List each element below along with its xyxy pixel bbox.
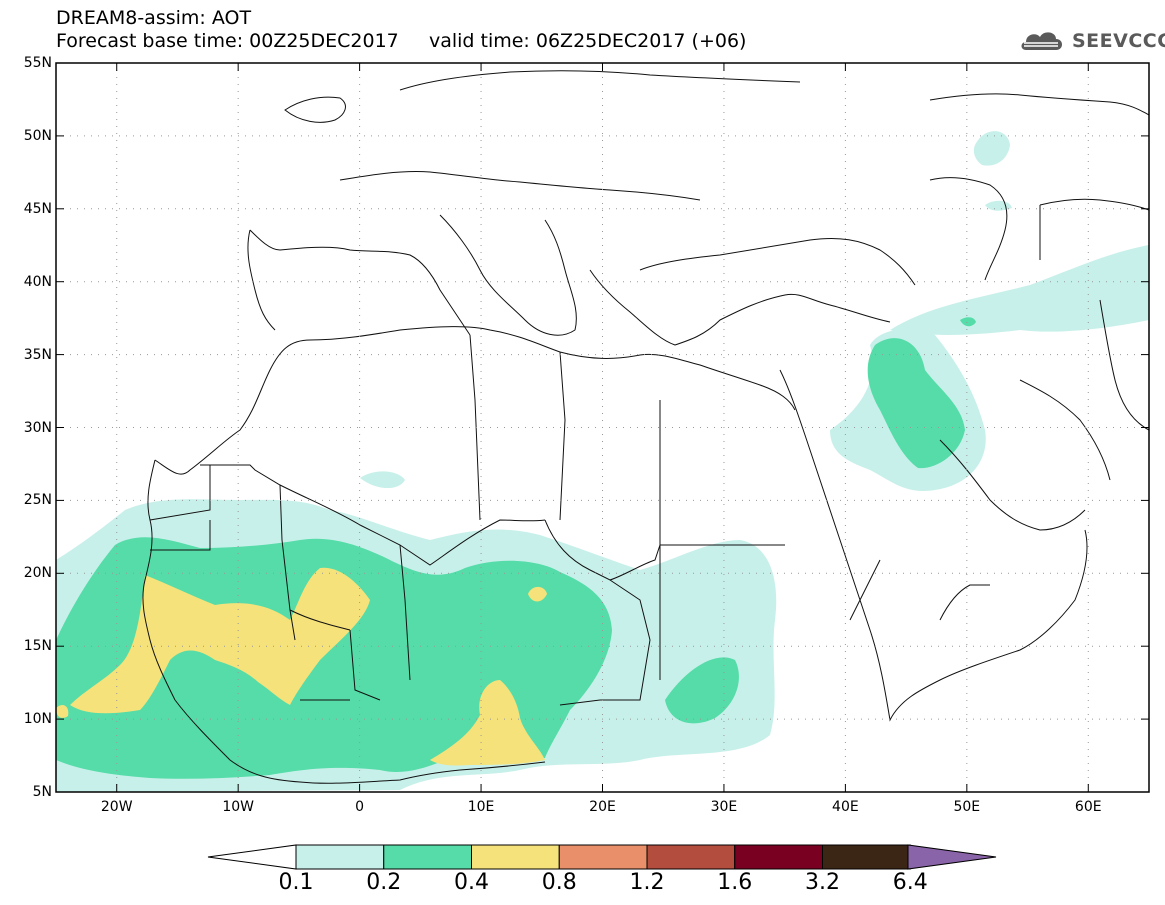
lon-label-30E: 30E [710,799,738,815]
colorbar-label-1.2: 1.2 [629,870,665,895]
graticule [56,63,1149,792]
lon-label-40E: 40E [832,799,859,815]
lon-label-20W: 20W [100,799,133,815]
colorbar-boxes [295,844,911,870]
lat-label-10N: 10N [23,711,52,728]
colorbar-box-1.2 [646,844,736,870]
dust-field [56,131,1149,792]
colorbar-box-0.8 [558,844,648,870]
lat-label-15N: 15N [23,638,52,655]
lat-label-40N: 40N [23,273,52,290]
colorbar-box-0.1 [295,844,385,870]
lat-label-35N: 35N [23,346,52,363]
lon-label-0: 0 [355,799,365,815]
lat-label-20N: 20N [23,565,52,582]
lat-label-50N: 50N [23,127,52,144]
colorbar-box-0.2 [383,844,472,870]
lon-label-20E: 20E [589,799,616,815]
map-title: DREAM8-assim: AOT [56,7,252,29]
colorbar-box-0.4 [471,844,560,870]
colorbar-label-0.1: 0.1 [278,870,314,895]
lon-label-10E: 10E [467,799,495,815]
lon-label-50E: 50E [953,799,981,815]
colorbar-box-3.2 [822,844,911,870]
colorbar-label-0.4: 0.4 [454,870,489,895]
colorbar-max-triangle [907,844,997,870]
logo-text: SEEVCCC [1072,30,1165,52]
country-borders [142,70,1149,784]
colorbar-label-6.4: 6.4 [892,870,928,895]
colorbar [207,844,997,870]
colorbar-label-0.8: 0.8 [541,870,577,895]
forecast-time-line: Forecast base time: 00Z25DEC2017 valid t… [56,30,747,52]
colorbar-min-triangle [207,844,297,870]
lat-label-5N: 5N [32,784,52,800]
colorbar-label-0.2: 0.2 [366,870,402,895]
lon-label-10W: 10W [222,799,254,815]
colorbar-label-1.6: 1.6 [717,870,753,895]
lon-label-60E: 60E [1074,799,1102,815]
lat-label-25N: 25N [23,492,52,509]
axis-ticks [56,62,1149,793]
lat-label-55N: 55N [23,55,52,71]
colorbar-label-3.2: 3.2 [805,870,840,895]
lat-label-30N: 30N [23,419,52,436]
cloud-icon [1021,32,1062,50]
colorbar-box-1.6 [734,844,823,870]
lat-label-45N: 45N [23,200,52,217]
aot-band-0.4-0.8 [56,567,547,766]
seevccc-logo: SEEVCCC [1018,26,1165,56]
